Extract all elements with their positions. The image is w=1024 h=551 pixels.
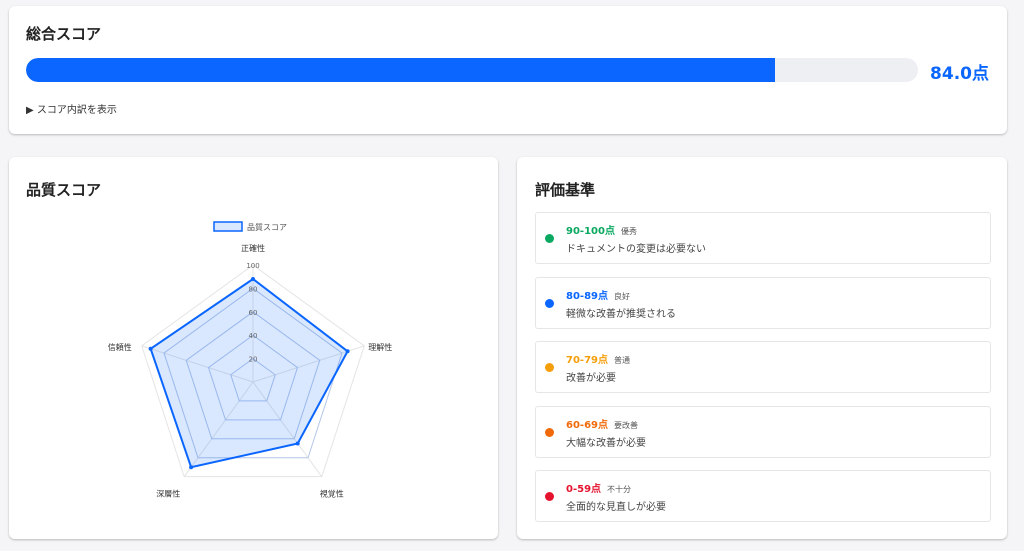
level-label: 優秀 <box>620 227 637 236</box>
range-label: 80-89点 <box>566 290 608 302</box>
level-label: 不十分 <box>607 485 632 494</box>
radar-point <box>189 465 194 470</box>
criteria-range: 60-69点 要改善 <box>566 416 638 431</box>
criteria-range: 0-59点 不十分 <box>566 480 631 495</box>
quality-score-card: 品質スコア 20 40 60 80 100 正確性理解性視覚性 深層性 信頼性 品質スコア <box>9 157 498 539</box>
radar-spoke <box>141 345 254 383</box>
radar-point <box>295 441 300 446</box>
total-score-title: 総合スコア <box>26 25 102 43</box>
criteria-item: 90-100点 優秀 ドキュメントの変更は必要ない <box>535 212 991 264</box>
radar-grid-ring <box>141 264 365 478</box>
range-label: 0-59点 <box>566 484 602 495</box>
radar-axis-label: 視覚性 <box>320 489 344 499</box>
radar-tick-label: 100 <box>246 262 259 270</box>
radar-series-area <box>149 277 349 469</box>
criteria-card: 評価基準 90-100点 優秀 ドキュメントの変更は必要ない 80-89点 良好 軽… <box>517 157 1007 539</box>
status-dot-icon <box>545 427 554 437</box>
radar-axis-label: 正確性 <box>241 243 265 253</box>
radar-grid-ring <box>163 287 343 459</box>
legend-label: 品質スコア <box>247 222 287 232</box>
criteria-description: 改善が必要 <box>566 373 616 384</box>
radar-grid-ring <box>185 311 321 440</box>
radar-grid-ring-overlay <box>207 334 299 421</box>
radar-spoke <box>252 381 323 477</box>
radar-grid-ring-overlay <box>185 311 321 440</box>
radar-spoke <box>183 381 254 477</box>
level-label: 普通 <box>613 356 630 365</box>
criteria-item: 0-59点 不十分 全面的な見直しが必要 <box>535 470 991 522</box>
status-dot-icon <box>545 298 554 308</box>
radar-grid-ring <box>230 357 276 402</box>
status-dot-icon <box>545 492 554 501</box>
total-score-card: 総合スコア 84.0点 ▶ スコア内訳を表示 <box>9 6 1007 134</box>
radar-grid-ring-overlay <box>163 287 343 459</box>
criteria-description: ドキュメントの変更は必要ない <box>566 244 706 255</box>
radar-axis-label: 理解性 <box>368 342 392 352</box>
level-label: 要改善 <box>613 420 638 430</box>
score-breakdown-toggle[interactable]: ▶ スコア内訳を表示 <box>26 105 117 116</box>
criteria-range: 80-89点 良好 <box>566 287 630 302</box>
quality-score-title: 品質スコア <box>26 181 102 199</box>
criteria-item: 60-69点 要改善 大幅な改善が必要 <box>535 405 991 458</box>
radar-grid-ring-overlay <box>230 357 276 402</box>
radar-axis-label: 深層性 <box>156 489 180 499</box>
radar-point <box>345 349 350 354</box>
radar-tick-label: 80 <box>249 285 258 293</box>
criteria-description: 全面的な見直しが必要 <box>566 502 666 513</box>
criteria-description: 軽微な改善が推奨される <box>566 308 676 320</box>
range-label: 70-79点 <box>566 355 608 366</box>
radar-axis-label: 信頼性 <box>108 342 132 352</box>
range-label: 60-69点 <box>566 419 608 431</box>
criteria-item: 80-89点 良好 軽微な改善が推奨される <box>535 276 991 329</box>
criteria-description: 大幅な改善が必要 <box>566 437 646 449</box>
score-progress-bar <box>26 58 918 82</box>
radar-tick-label: 60 <box>249 309 258 317</box>
radar-point <box>251 277 255 282</box>
radar-grid-ring <box>207 334 299 421</box>
criteria-item: 70-79点 普通 改善が必要 <box>535 341 991 393</box>
total-score-value: 84.0点 <box>930 64 989 84</box>
criteria-title: 評価基準 <box>535 181 596 199</box>
legend-swatch <box>213 221 243 232</box>
status-dot-icon <box>545 363 554 372</box>
criteria-range: 90-100点 優秀 <box>566 222 637 237</box>
radar-tick-label: 40 <box>249 332 258 340</box>
score-progress-fill <box>26 58 776 82</box>
status-dot-icon <box>545 234 554 243</box>
radar-point <box>148 346 153 351</box>
range-label: 90-100点 <box>566 226 615 237</box>
level-label: 良好 <box>613 291 630 301</box>
radar-tick-label: 20 <box>249 356 258 364</box>
criteria-range: 70-79点 普通 <box>566 351 630 366</box>
